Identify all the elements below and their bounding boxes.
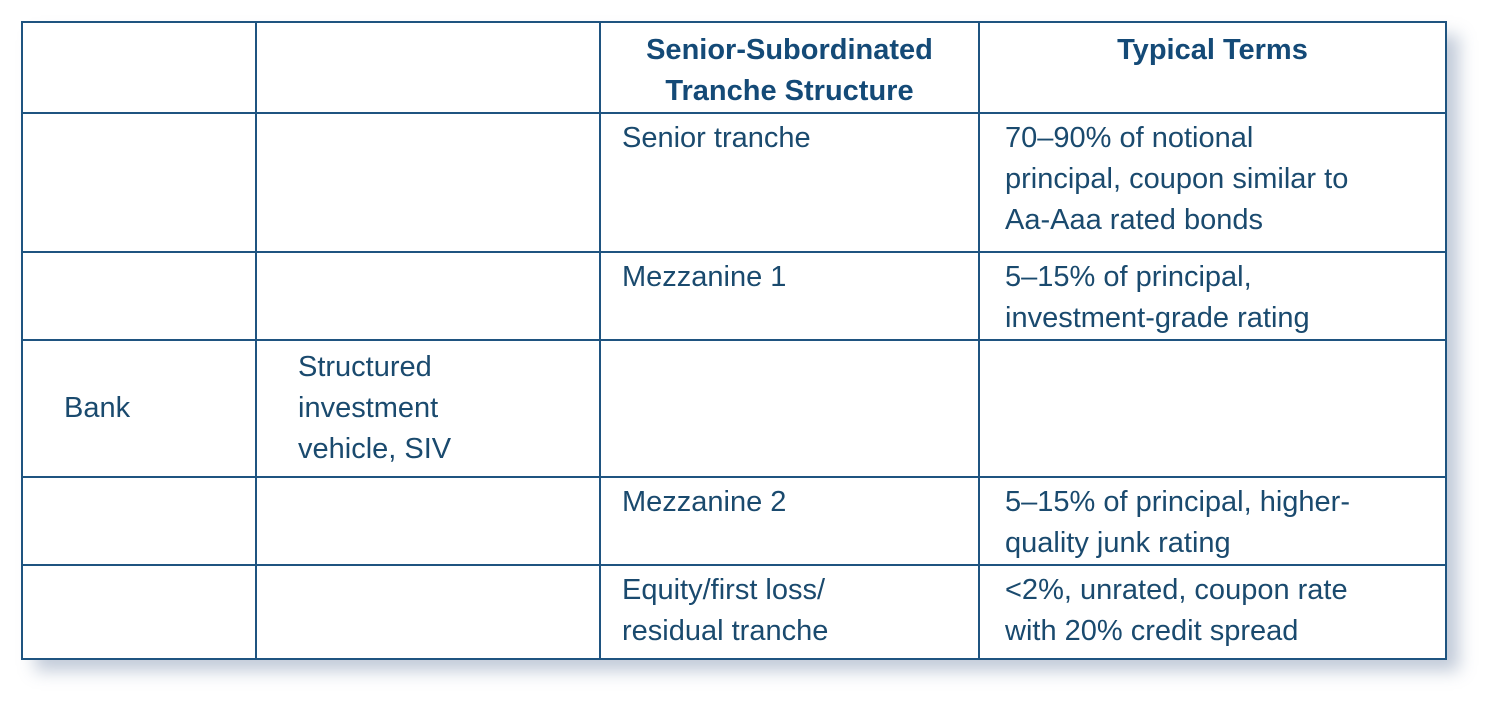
entity-cell (21, 251, 257, 341)
table-row: Mezzanine 1 5–15% of principal, investme… (21, 251, 1447, 341)
vehicle-cell (255, 251, 601, 341)
tranche-cell: Mezzanine 2 (599, 476, 980, 566)
header-row: Senior-Subordinated Tranche Structure Ty… (21, 21, 1447, 114)
header-cell-vehicle (255, 21, 601, 114)
table-row: Bank Structured investment vehicle, SIV (21, 339, 1447, 478)
vehicle-cell (255, 564, 601, 660)
terms-cell: 70–90% of notional principal, coupon sim… (978, 112, 1447, 253)
entity-cell (21, 476, 257, 566)
vehicle-cell (255, 112, 601, 253)
tranche-structure-table: Senior-Subordinated Tranche Structure Ty… (21, 21, 1447, 660)
table-row: Senior tranche 70–90% of notional princi… (21, 112, 1447, 253)
tranche-cell: Equity/first loss/ residual tranche (599, 564, 980, 660)
terms-cell: <2%, unrated, coupon rate with 20% credi… (978, 564, 1447, 660)
tranche-cell: Mezzanine 1 (599, 251, 980, 341)
vehicle-cell: Structured investment vehicle, SIV (255, 339, 601, 478)
header-cell-typical-terms: Typical Terms (978, 21, 1447, 114)
tranche-cell: Senior tranche (599, 112, 980, 253)
terms-cell (978, 339, 1447, 478)
table-row: Equity/first loss/ residual tranche <2%,… (21, 564, 1447, 660)
terms-cell: 5–15% of principal, investment-grade rat… (978, 251, 1447, 341)
table-row: Mezzanine 2 5–15% of principal, higher- … (21, 476, 1447, 566)
tranche-cell (599, 339, 980, 478)
vehicle-cell (255, 476, 601, 566)
terms-cell: 5–15% of principal, higher- quality junk… (978, 476, 1447, 566)
header-cell-tranche-structure: Senior-Subordinated Tranche Structure (599, 21, 980, 114)
entity-cell (21, 112, 257, 253)
tranche-table-container: Senior-Subordinated Tranche Structure Ty… (21, 21, 1447, 660)
entity-cell: Bank (21, 339, 257, 478)
header-cell-entity (21, 21, 257, 114)
entity-cell (21, 564, 257, 660)
